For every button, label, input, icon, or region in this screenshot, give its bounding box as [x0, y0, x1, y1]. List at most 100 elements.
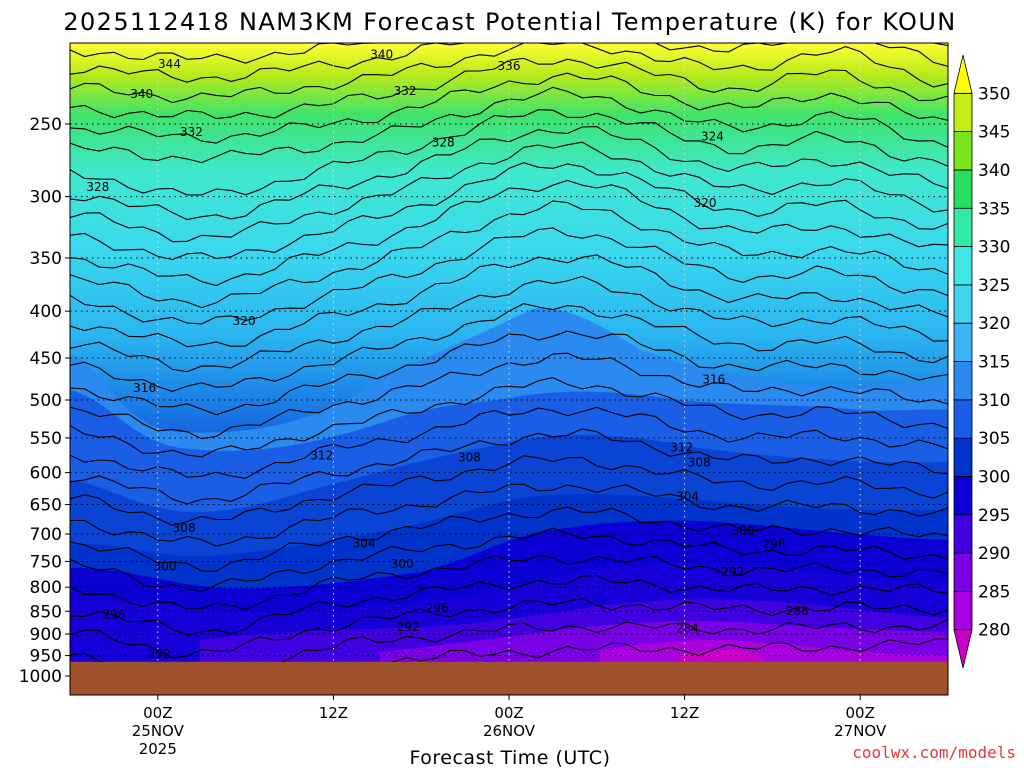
- ground-surface: [70, 661, 948, 695]
- contour-label: 340: [370, 48, 393, 62]
- contour-label: 308: [458, 451, 481, 465]
- isentrope-line: [70, 330, 948, 416]
- isentrope-line: [70, 506, 948, 572]
- isentrope-line: [70, 109, 948, 196]
- colorbar-label: 350: [978, 84, 1010, 104]
- y-tick-label: 650: [30, 495, 62, 515]
- colorbar-label: 320: [978, 314, 1010, 334]
- contour-label: 292: [148, 647, 171, 661]
- y-tick-label: 750: [30, 552, 62, 572]
- isentrope-line: [70, 162, 948, 261]
- x-tick-label: 26NOV: [483, 722, 536, 740]
- contour-label: 316: [702, 373, 725, 387]
- colorbar-swatch: [953, 590, 973, 631]
- contour-label: 296: [426, 601, 449, 615]
- contour-label: 328: [86, 180, 109, 194]
- contour-label: 292: [721, 565, 744, 579]
- contour-label: 328: [432, 136, 455, 150]
- colorbar-swatch: [953, 437, 973, 477]
- contour-label: 284: [676, 621, 699, 635]
- contour-label: 300: [391, 557, 414, 571]
- colorbar-label: 335: [978, 199, 1010, 219]
- y-tick-label: 500: [30, 391, 62, 411]
- contour-label: 304: [353, 537, 376, 551]
- colorbar-label: 330: [978, 238, 1010, 258]
- colorbar-label: 285: [978, 582, 1010, 602]
- x-tick-label: 25NOV: [132, 722, 185, 740]
- colorbar-swatch: [953, 476, 973, 516]
- y-tick-label: 600: [30, 464, 62, 484]
- chart-title: 2025112418 NAM3KM Forecast Potential Tem…: [63, 8, 956, 36]
- contour-label: 320: [694, 196, 717, 210]
- contour-label: 320: [233, 314, 256, 328]
- contour-label: 336: [498, 59, 521, 73]
- colorbar-swatch: [953, 361, 973, 401]
- contour-label: 304: [676, 489, 699, 503]
- colorbar-swatch: [953, 514, 973, 554]
- y-tick-label: 550: [30, 429, 62, 449]
- contour-label: 288: [786, 604, 809, 618]
- colorbar-label: 310: [978, 391, 1010, 411]
- isentrope-line: [70, 179, 948, 287]
- contour-label: 300: [154, 560, 177, 574]
- contour-label: 296: [762, 537, 785, 551]
- grid-lines: [70, 43, 948, 695]
- colorbar-label: 315: [978, 353, 1010, 373]
- y-tick-label: 1000: [19, 667, 62, 687]
- isentrope-line: [70, 43, 948, 83]
- y-tick-label: 350: [30, 249, 62, 269]
- contour-label: 332: [180, 125, 203, 139]
- colorbar-label: 325: [978, 276, 1010, 296]
- colorbar-swatch: [953, 629, 973, 669]
- x-tick-label: 00Z: [494, 704, 523, 722]
- field-layer: 344 340 340 336 332 332 328 328 324 320 320 316 316 3…: [70, 43, 948, 695]
- y-tick-label: 700: [30, 525, 62, 545]
- colorbar-swatch: [953, 399, 973, 439]
- colorbar-swatch: [953, 246, 973, 286]
- x-tick-label: 00Z: [846, 704, 875, 722]
- x-tick-label: 27NOV: [834, 722, 887, 740]
- isentrope-line: [70, 275, 948, 373]
- y-tick-label: 850: [30, 602, 62, 622]
- isentrope-line: [70, 527, 948, 593]
- isentrope-line: [70, 303, 948, 392]
- contour-label: 308: [173, 521, 196, 535]
- isentrope-line: [70, 72, 948, 144]
- x-tick-label: 2025: [139, 740, 177, 758]
- x-axis-label: Forecast Time (UTC): [410, 747, 611, 768]
- isentrope-line: [70, 43, 948, 64]
- isentrope-line: [70, 227, 948, 325]
- contour-label: 308: [688, 456, 711, 470]
- y-tick-label: 950: [30, 647, 62, 667]
- contour-label: 340: [130, 87, 153, 101]
- contour-label: 344: [158, 57, 181, 71]
- colorbar-swatch: [953, 552, 973, 592]
- contour-label: 312: [310, 449, 333, 463]
- credit-text: coolwx.com/models: [852, 743, 1016, 762]
- y-tick-label: 900: [30, 625, 62, 645]
- y-tick-label: 400: [30, 302, 62, 322]
- contour-label: 296: [102, 608, 125, 622]
- isentrope-line: [70, 597, 948, 659]
- x-tick-label: 12Z: [670, 704, 699, 722]
- colorbar-label: 295: [978, 506, 1010, 526]
- y-tick-label: 800: [30, 578, 62, 598]
- colorbar-swatch: [953, 207, 973, 247]
- y-tick-label: 300: [30, 188, 62, 208]
- contour-label: 316: [133, 381, 156, 395]
- y-tick-label: 450: [30, 349, 62, 369]
- contour-label: 332: [394, 84, 417, 98]
- contour-label: 300: [732, 524, 755, 538]
- colorbar-label: 305: [978, 429, 1010, 449]
- contour-label: 292: [397, 620, 420, 634]
- isentrope-line: [70, 141, 948, 243]
- isentrope-line: [70, 574, 948, 636]
- colorbar-swatch: [953, 92, 973, 133]
- isentrope-line: [70, 377, 948, 458]
- isentrope-line: [70, 254, 948, 348]
- x-tick-label: 00Z: [143, 704, 172, 722]
- y-axis: 250 300 350 400 450 500 550 600 650 700 750 800 850 9…: [19, 115, 70, 687]
- x-tick-label: 12Z: [319, 704, 348, 722]
